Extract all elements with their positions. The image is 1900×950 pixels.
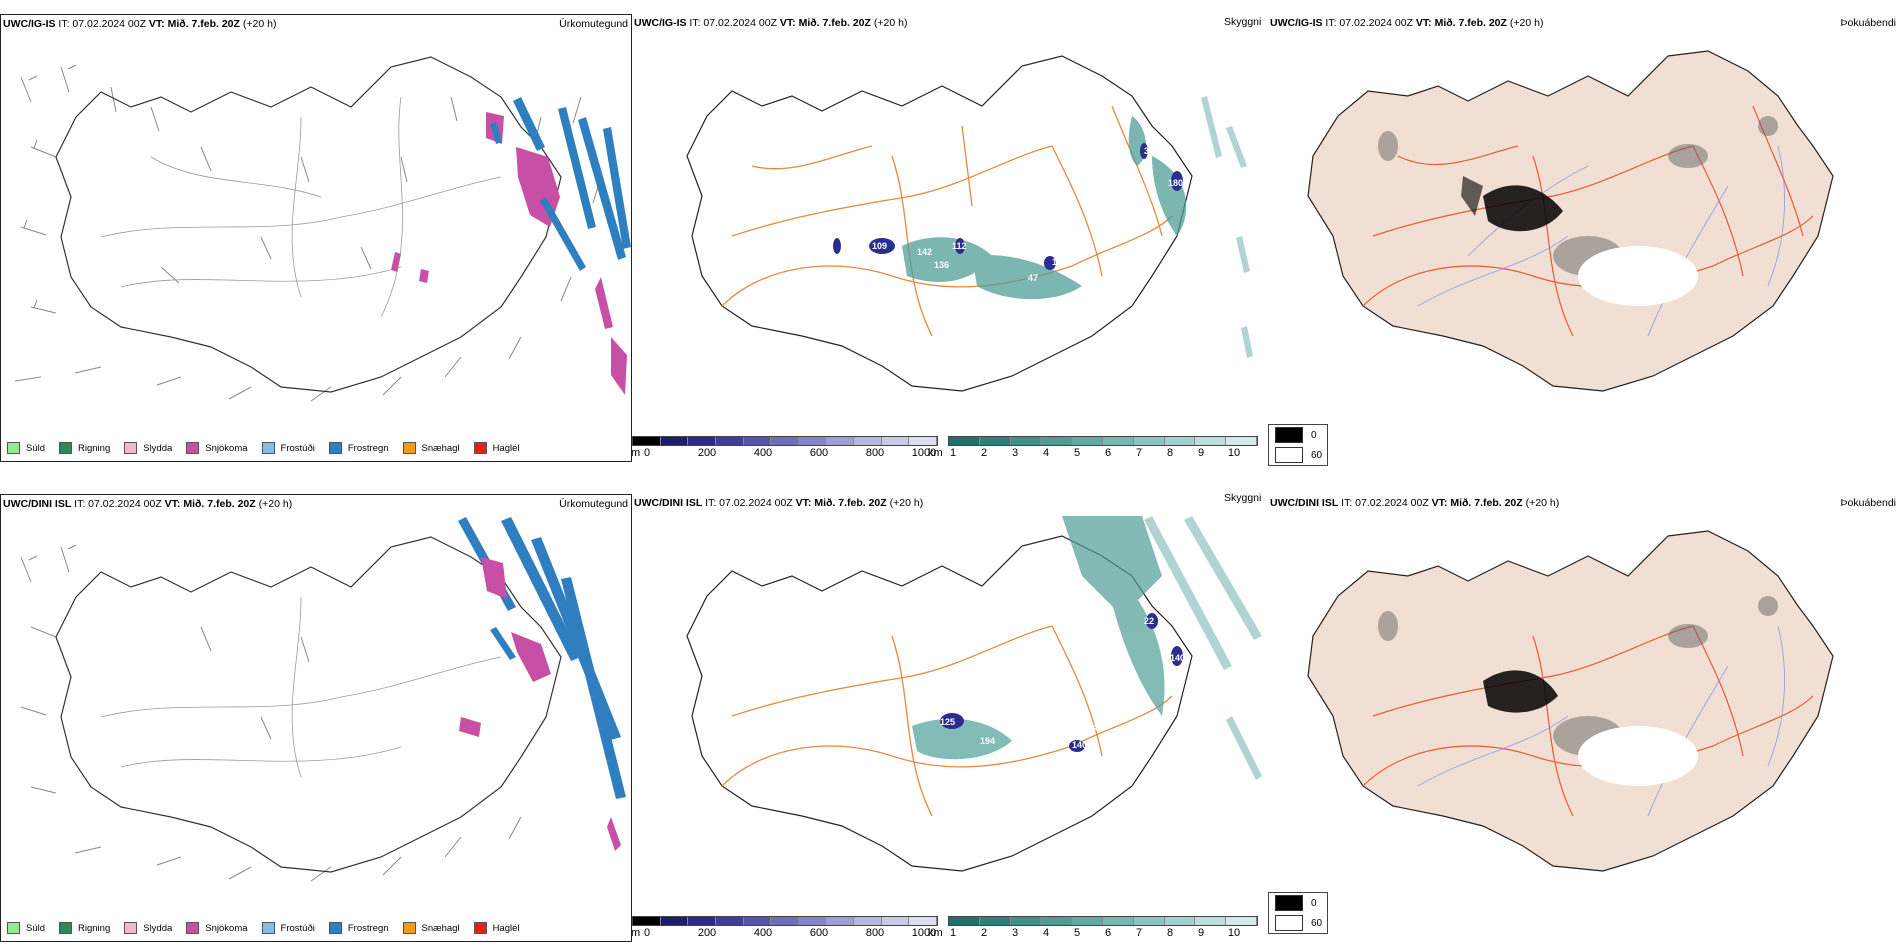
- vis-label: 125: [940, 717, 955, 727]
- legend-item: Frostúði: [261, 442, 315, 454]
- vis-values: 33 180 109 142 136 150 47 112: [872, 146, 1183, 283]
- vis-label: 142: [917, 247, 932, 257]
- fog-panel-top: UWC/IG-IS IT: 07.02.2024 00Z VT: Mið. 7.…: [1268, 14, 1900, 466]
- vis-label: 194: [980, 736, 995, 746]
- precip-map: [1, 517, 631, 917]
- panel-title: Skyggni: [1224, 16, 1262, 28]
- legend-item: Slydda: [124, 922, 172, 934]
- panel-title: Þokuábendi: [1840, 497, 1896, 509]
- panel-header: UWC/IG-IS IT: 07.02.2024 00Z VT: Mið. 7.…: [1270, 17, 1544, 29]
- fog-legend: 0 60: [1268, 424, 1328, 466]
- vis-label: 47: [1028, 273, 1038, 283]
- fog-panel-bottom: UWC/DINI ISL IT: 07.02.2024 00Z VT: Mið.…: [1268, 494, 1900, 942]
- panel-title: Þokuábendi: [1840, 17, 1896, 29]
- legend-item: Snjókoma: [186, 922, 248, 934]
- precip-map: [1, 37, 631, 437]
- vis-label: 180: [1168, 178, 1183, 188]
- vis-label: 112: [952, 241, 967, 251]
- visibility-panel-bottom: UWC/DINI ISL IT: 07.02.2024 00Z VT: Mið.…: [631, 492, 1268, 942]
- panel-title: Úrkomutegund: [559, 498, 628, 510]
- vis-label: 140: [1072, 740, 1087, 750]
- vis-label: 109: [872, 241, 887, 251]
- legend-item: Rigning: [59, 442, 110, 454]
- panel-title: Skyggni: [1224, 492, 1262, 504]
- fog-map: [1268, 36, 1900, 436]
- legend-item: Haglél: [473, 442, 520, 454]
- vis-label: 140: [1170, 653, 1185, 663]
- visibility-map: 22 140 125 194 114 140 54: [632, 516, 1268, 916]
- vis-label: 114: [1028, 734, 1043, 744]
- legend-item: Haglél: [473, 922, 520, 934]
- visibility-m-colorbar: m 0 200 400 600 800 1000: [631, 916, 938, 940]
- legend-item: Frostregn: [328, 442, 389, 454]
- vis-label: 33: [1144, 146, 1154, 156]
- panel-header: UWC/DINI ISL IT: 07.02.2024 00Z VT: Mið.…: [634, 497, 924, 509]
- precip-panel-top: UWC/IG-IS IT: 07.02.2024 00Z VT: Mið. 7.…: [0, 14, 632, 462]
- panel-header: UWC/IG-IS IT: 07.02.2024 00Z VT: Mið. 7.…: [3, 18, 277, 30]
- low-visibility: [833, 143, 1183, 270]
- legend-item: Rigning: [59, 922, 110, 934]
- legend-item: Snæhagl: [402, 922, 460, 934]
- teal-visibility: [902, 116, 1187, 300]
- visibility-km-colorbar: km 1 2 3 4 5 6 7 8 9 10: [928, 436, 1258, 460]
- fog-dark: [1461, 176, 1563, 232]
- panel-title: Úrkomutegund: [559, 18, 628, 30]
- panel-header: UWC/DINI ISL IT: 07.02.2024 00Z VT: Mið.…: [3, 498, 293, 510]
- legend-item: Súld: [7, 922, 45, 934]
- vis-label: 150: [1052, 257, 1067, 267]
- visibility-km-colorbar: km 1 2 3 4 5 6 7 8 9 10: [928, 916, 1258, 940]
- wind-barbs: [14, 64, 602, 402]
- panel-header: UWC/IG-IS IT: 07.02.2024 00Z VT: Mið. 7.…: [634, 17, 908, 29]
- visibility-m-colorbar: m 0 200 400 600 800 1000: [631, 436, 938, 460]
- legend-item: Frostúði: [261, 922, 315, 934]
- legend-item: Súld: [7, 442, 45, 454]
- panel-header: UWC/DINI ISL IT: 07.02.2024 00Z VT: Mið.…: [1270, 497, 1560, 509]
- legend-item: Snæhagl: [402, 442, 460, 454]
- visibility-map: 33 180 109 142 136 150 47 112: [632, 36, 1268, 436]
- iceland-outline: [55, 56, 562, 393]
- fog-legend: 0 60: [1268, 892, 1328, 934]
- vis-label: 136: [934, 260, 949, 270]
- precip-legend: Súld Rigning Slydda Snjókoma Frostúði Fr…: [7, 442, 534, 454]
- frost-areas: [490, 97, 631, 271]
- vis-label: 22: [1144, 616, 1154, 626]
- precip-legend: Súld Rigning Slydda Snjókoma Frostúði Fr…: [7, 922, 534, 934]
- legend-item: Slydda: [124, 442, 172, 454]
- precip-panel-bottom: UWC/DINI ISL IT: 07.02.2024 00Z VT: Mið.…: [0, 494, 632, 942]
- fog-map: [1268, 516, 1900, 916]
- legend-item: Frostregn: [328, 922, 389, 934]
- vis-label: 54: [1094, 722, 1104, 732]
- legend-item: Snjókoma: [186, 442, 248, 454]
- visibility-panel-top: UWC/IG-IS IT: 07.02.2024 00Z VT: Mið. 7.…: [631, 14, 1268, 462]
